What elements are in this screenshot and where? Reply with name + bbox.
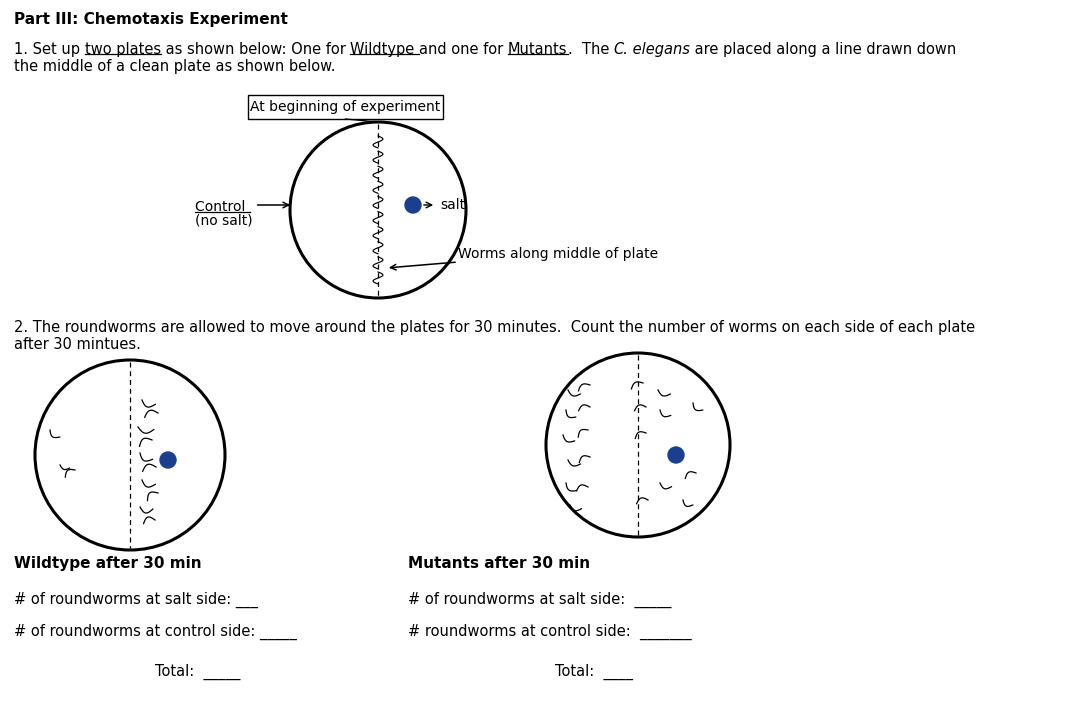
Text: At beginning of experiment: At beginning of experiment [250,100,441,114]
Text: Total:  ____: Total: ____ [555,664,633,680]
Text: Wildtype: Wildtype [351,42,419,57]
Text: (no salt): (no salt) [195,214,252,228]
Text: two plates: two plates [84,42,161,57]
Text: the middle of a clean plate as shown below.: the middle of a clean plate as shown bel… [14,59,335,74]
Text: Total:  _____: Total: _____ [155,664,240,680]
Text: # roundworms at control side:  _______: # roundworms at control side: _______ [408,624,691,641]
Text: 1. Set up: 1. Set up [14,42,84,57]
Text: # of roundworms at salt side: ___: # of roundworms at salt side: ___ [14,592,258,608]
Text: .  The: . The [568,42,614,57]
Text: C.: C. [614,42,628,57]
Circle shape [668,447,684,463]
Text: # of roundworms at salt side:  _____: # of roundworms at salt side: _____ [408,592,672,608]
Text: Part III: Chemotaxis Experiment: Part III: Chemotaxis Experiment [14,12,288,27]
Text: Worms along middle of plate: Worms along middle of plate [458,247,658,261]
Circle shape [405,197,422,213]
Text: as shown below: One for: as shown below: One for [161,42,351,57]
Text: after 30 mintues.: after 30 mintues. [14,337,141,352]
Circle shape [161,452,176,468]
Bar [248,95,443,119]
Text: are placed along a line drawn down: are placed along a line drawn down [690,42,957,57]
Text: Mutants: Mutants [508,42,568,57]
Text: elegans: elegans [628,42,690,57]
Text: 2. The roundworms are allowed to move around the plates for 30 minutes.  Count t: 2. The roundworms are allowed to move ar… [14,320,975,335]
Text: # of roundworms at control side: _____: # of roundworms at control side: _____ [14,624,297,641]
Text: salt: salt [440,198,465,212]
Text: Control: Control [195,200,250,214]
Text: and one for: and one for [419,42,508,57]
Text: Wildtype after 30 min: Wildtype after 30 min [14,556,202,571]
Text: Mutants after 30 min: Mutants after 30 min [408,556,590,571]
